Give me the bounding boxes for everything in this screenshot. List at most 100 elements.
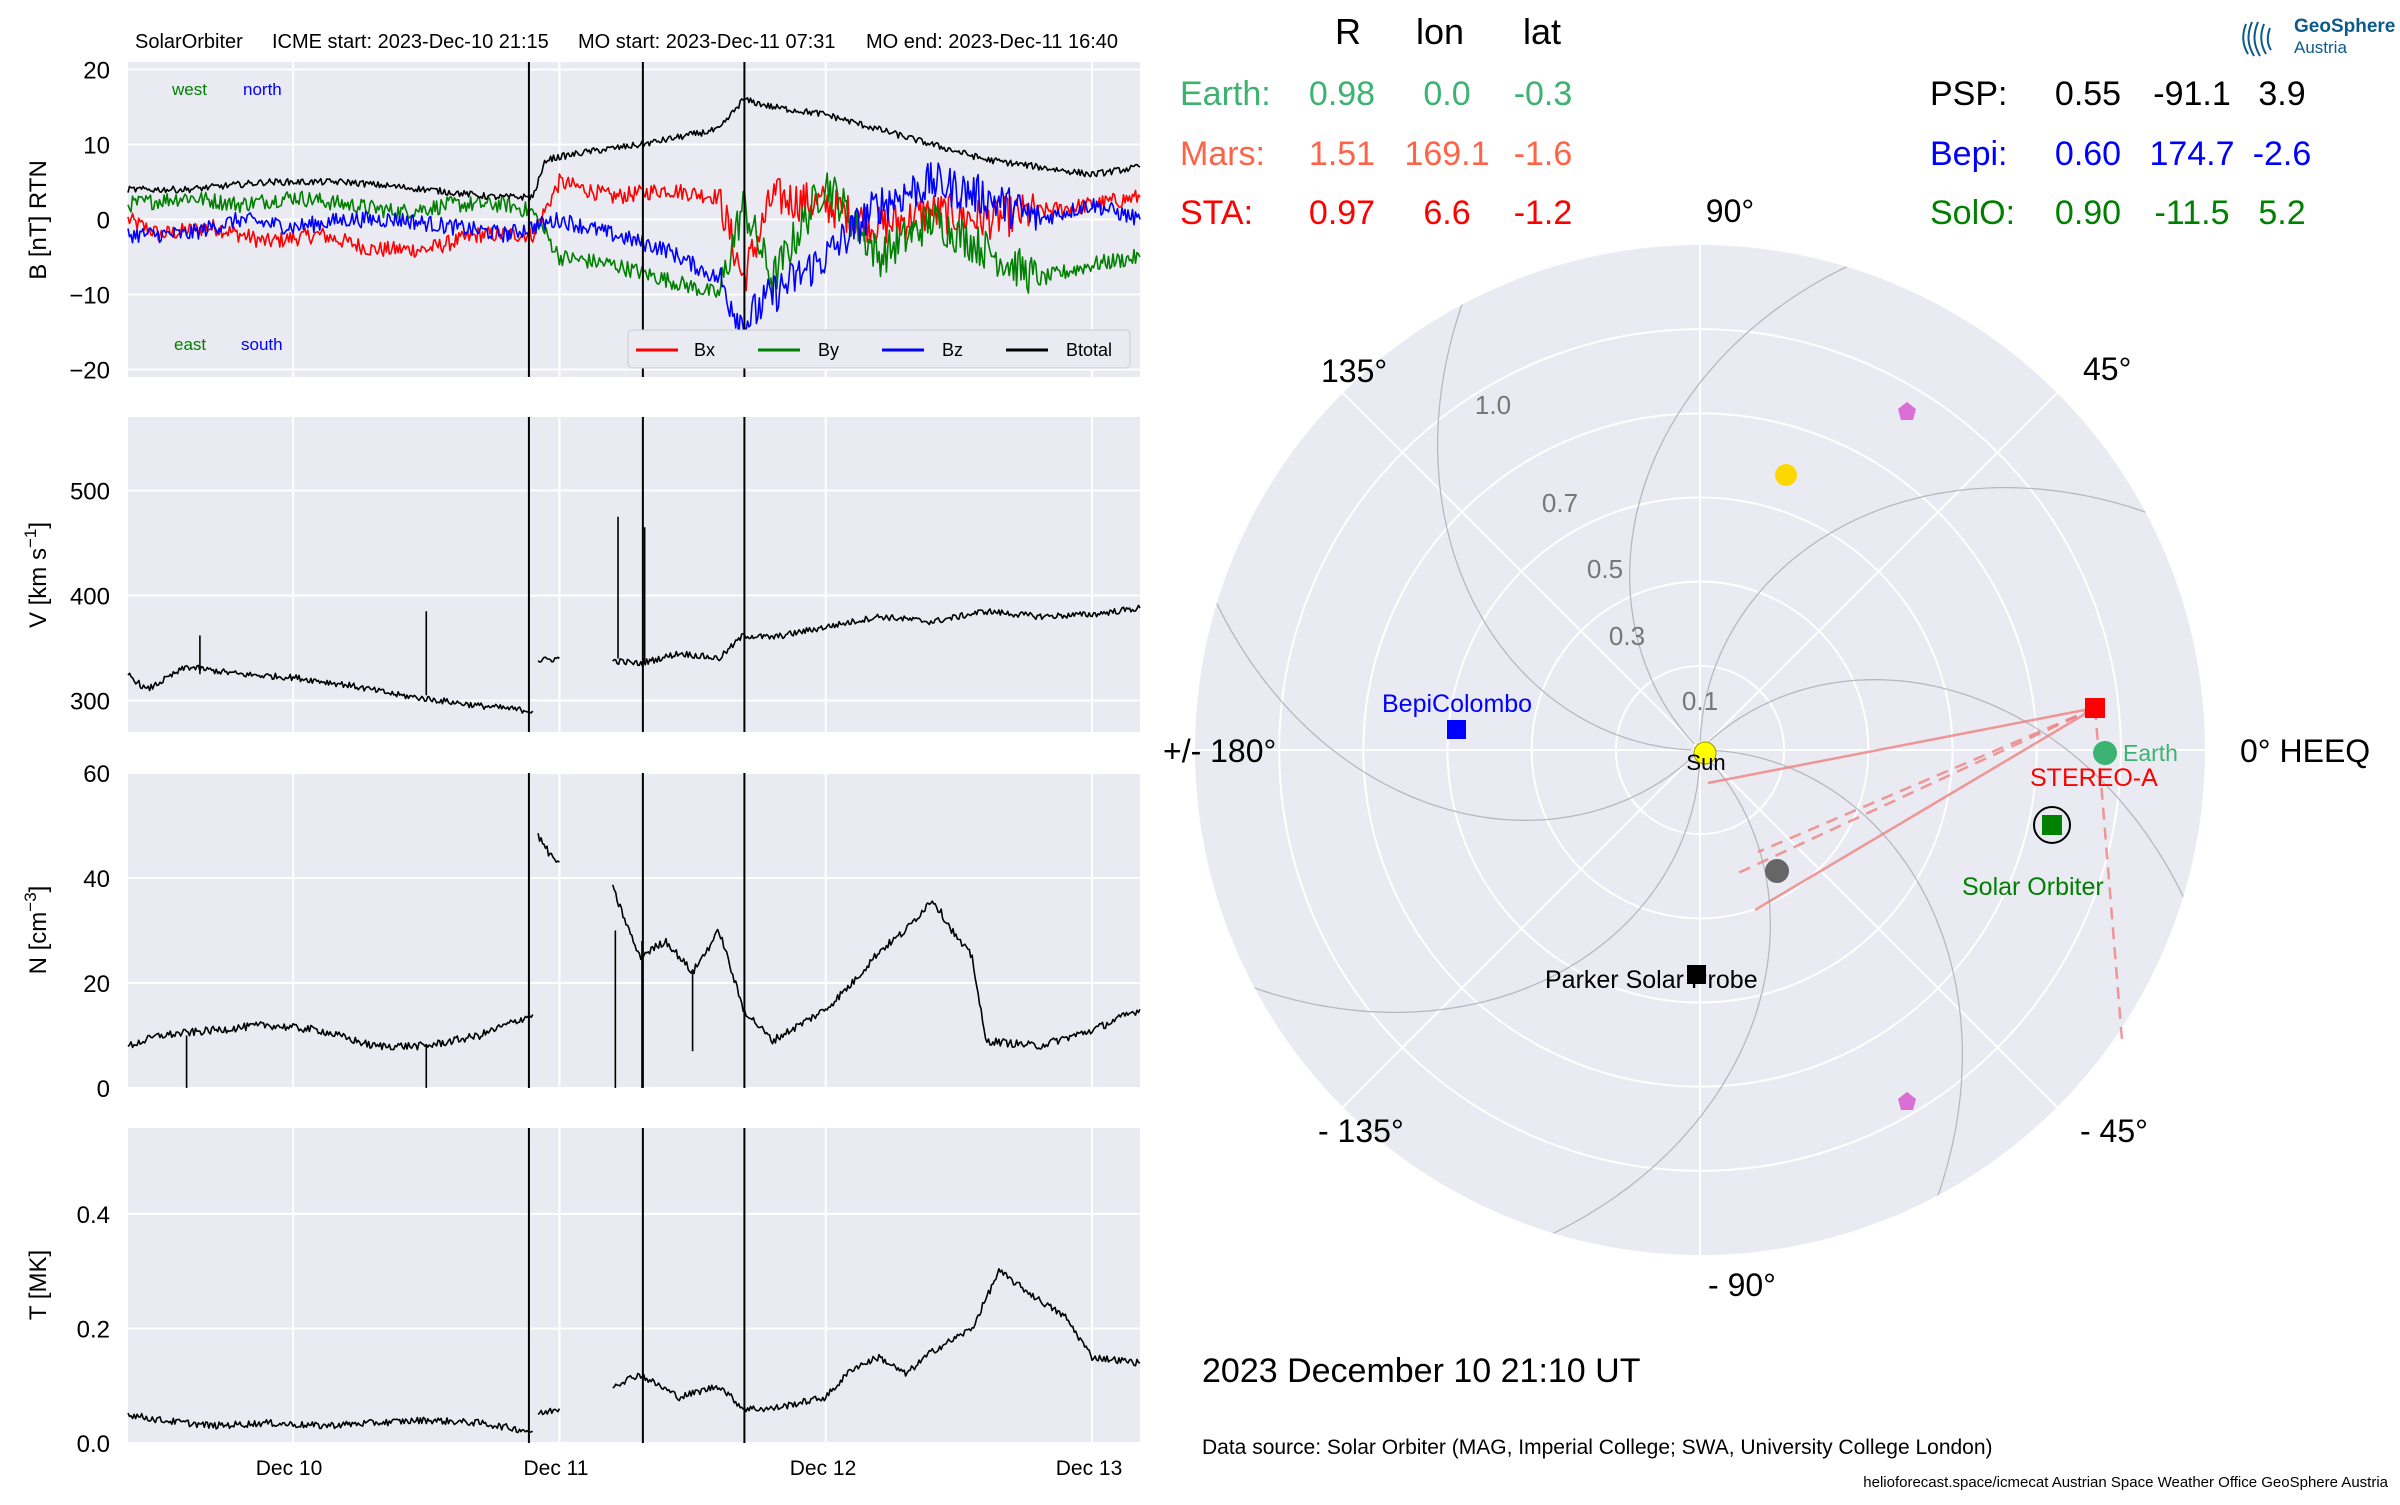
x-tick-label-dec10: Dec 10 xyxy=(256,1457,323,1480)
spacecraft-title: SolarOrbiter xyxy=(135,31,243,53)
trace-n-series xyxy=(537,833,560,863)
n-panel-background xyxy=(128,773,1140,1088)
parker-spiral xyxy=(1705,679,2195,920)
trace-b-bz xyxy=(127,162,1141,344)
table-header-lon: lon xyxy=(1416,11,1464,52)
radial-tick-0-1: 0.1 xyxy=(1682,686,1718,716)
b-legend: Bx By Bz Btotal xyxy=(627,329,1131,369)
table-left-1-lat: -1.6 xyxy=(1514,135,1573,173)
date-label: 2023 December 10 21:10 UT xyxy=(1202,1352,1640,1390)
polar-spoke xyxy=(1342,749,1701,1108)
fov-line-5 xyxy=(2093,707,2124,1041)
parker-spiral xyxy=(1230,758,1701,1014)
b-axis-label: B [nT] RTN xyxy=(25,160,52,280)
polar-plot: 0.1 0.3 0.5 0.7 1.0 0° HEEQ 45° 90° 135°… xyxy=(1163,193,2370,1303)
stereo-a-label: STEREO-A xyxy=(2030,764,2158,792)
psp-label: Parker Solar Probe xyxy=(1545,966,1758,994)
y-tick-label-b: 10 xyxy=(83,133,110,160)
geosphere-logo xyxy=(2238,14,2388,64)
legend-label-btotal: Btotal xyxy=(1066,340,1112,360)
angle-label-minus-135: - 135° xyxy=(1318,1113,1404,1149)
angle-label-minus-90: - 90° xyxy=(1708,1267,1776,1303)
table-right-2-lat: 5.2 xyxy=(2258,194,2305,232)
table-right-0-lon: -91.1 xyxy=(2153,75,2231,113)
table-right-0-lat: 3.9 xyxy=(2258,75,2305,113)
trace-b-by xyxy=(127,172,1141,298)
x-tick-label-dec12: Dec 12 xyxy=(790,1457,857,1480)
earth-label: Earth xyxy=(2123,740,2178,766)
table-left-1-name: Mars: xyxy=(1180,135,1265,173)
parker-spiral xyxy=(1629,255,1870,745)
table-right-2-r: 0.90 xyxy=(2055,194,2121,232)
trace-t-series xyxy=(537,1407,561,1416)
table-right-0-name: PSP: xyxy=(1930,75,2007,113)
venus-marker xyxy=(1775,464,1797,486)
table-right-2-lon: -11.5 xyxy=(2155,194,2230,232)
y-tick-labels: −20 −10 0 10 20 300 400 500 0 20 40 60 0.0 0.2 0.4 xyxy=(69,58,110,1459)
mercury-marker xyxy=(1765,859,1789,883)
stereo-a-marker xyxy=(2085,698,2105,718)
y-tick-label-b: −10 xyxy=(69,283,110,310)
table-right-1-r: 0.60 xyxy=(2055,135,2121,173)
polar-spoke xyxy=(1342,392,1701,751)
table-header-lat: lat xyxy=(1523,11,1561,52)
table-left-1-r: 1.51 xyxy=(1309,135,1375,173)
n-axis-label-main: N [cm xyxy=(25,912,52,975)
t-panel-background xyxy=(128,1128,1140,1443)
sun-label: Sun xyxy=(1686,750,1725,775)
y-tick-label-v: 300 xyxy=(70,689,110,716)
angle-label-135: 135° xyxy=(1321,353,1387,389)
sun-marker xyxy=(1693,741,1717,765)
legend-label-by: By xyxy=(818,340,839,360)
data-source-label: Data source: Solar Orbiter (MAG, Imperia… xyxy=(1202,1436,1993,1459)
t-axis-label: T [MK] xyxy=(25,1250,52,1320)
fov-line-1 xyxy=(1707,706,2096,785)
x-tick-label-dec13: Dec 13 xyxy=(1056,1457,1123,1480)
trace-t-series xyxy=(127,1412,533,1434)
parker-spiral xyxy=(1436,280,1692,751)
v-axis-label: V [km s−1] xyxy=(21,522,52,628)
table-left-2-lon: 6.6 xyxy=(1423,194,1470,232)
radial-tick-1-0: 1.0 xyxy=(1475,390,1511,420)
polar-spoke xyxy=(1699,749,2058,1108)
parker-spiral xyxy=(1205,580,1695,821)
trace-v-series xyxy=(537,656,560,663)
fov-line-3 xyxy=(1735,706,2096,876)
data-traces xyxy=(127,97,1141,1434)
y-tick-label-n: 20 xyxy=(83,971,110,998)
v-axis-label-sup: −1 xyxy=(21,529,40,548)
trace-n-series xyxy=(611,884,1141,1050)
angle-label-180: +/- 180° xyxy=(1163,733,1276,769)
legend-label-bx: Bx xyxy=(694,340,715,360)
y-tick-label-v: 400 xyxy=(70,584,110,611)
icme-start-label: ICME start: 2023-Dec-10 21:15 xyxy=(272,31,549,53)
table-left-0-lat: -0.3 xyxy=(1514,75,1573,113)
y-tick-label-t: 0.0 xyxy=(77,1431,110,1458)
credits-label: helioforecast.space/icmecat Austrian Spa… xyxy=(1863,1474,2388,1491)
y-tick-label-v: 500 xyxy=(70,479,110,506)
v-axis-label-main: V [km s xyxy=(25,548,52,628)
table-right-1-lat: -2.6 xyxy=(2253,135,2312,173)
trace-t-series xyxy=(612,1268,1141,1413)
table-right-2-name: SolO: xyxy=(1930,194,2015,232)
event-lines xyxy=(527,62,746,1443)
parker-spiral xyxy=(1699,486,2170,742)
n-axis-label-close: ] xyxy=(25,886,52,893)
table-right-1-lon: 174.7 xyxy=(2149,135,2234,173)
legend-frame xyxy=(627,329,1131,369)
pentagon-marker-upper xyxy=(1898,402,1916,420)
v-panel-background xyxy=(128,417,1140,732)
west-label: west xyxy=(171,80,207,99)
trace-n-series xyxy=(127,1014,534,1051)
psp-marker xyxy=(1687,965,1706,984)
y-tick-label-n: 40 xyxy=(83,866,110,893)
x-tick-label-dec11: Dec 11 xyxy=(524,1457,589,1480)
y-tick-label-n: 60 xyxy=(83,761,110,788)
y-tick-label-b: 20 xyxy=(83,58,110,85)
south-label: south xyxy=(241,335,283,354)
fov-line-2 xyxy=(1754,706,2096,912)
solar-orbiter-ring xyxy=(2033,806,2071,844)
earth-marker xyxy=(2093,741,2117,765)
trace-b-bx xyxy=(127,173,1141,292)
